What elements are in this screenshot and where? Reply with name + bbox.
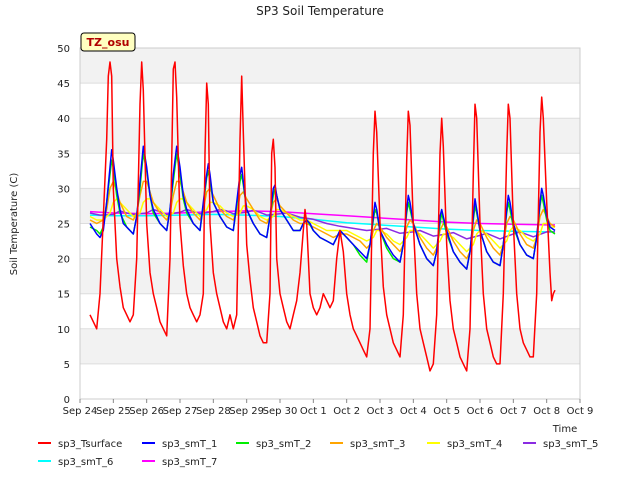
- y-tick-label: 25: [57, 220, 70, 231]
- x-tick-label: Oct 1: [300, 406, 327, 417]
- y-tick-label: 5: [64, 360, 70, 371]
- band: [80, 328, 580, 364]
- band: [80, 48, 580, 84]
- site-badge: TZ_osu: [80, 32, 136, 52]
- y-tick-label: 10: [57, 325, 70, 336]
- legend-label-sp3_smT_2: sp3_smT_2: [256, 439, 311, 450]
- legend-label-sp3_smT_5: sp3_smT_5: [543, 439, 598, 450]
- y-axis-ticks: 0 5 10 15 20 25 30 35 40 45 50: [57, 44, 70, 406]
- x-tick-label: Oct 4: [400, 406, 427, 417]
- x-tick-label: Sep 27: [163, 406, 198, 417]
- x-tick-label: Oct 6: [467, 406, 494, 417]
- x-tick-label: Sep 30: [263, 406, 298, 417]
- x-tick-label: Oct 8: [533, 406, 560, 417]
- series-line-sp3_smT_1: [89, 145, 556, 270]
- x-tick-label: Sep 25: [96, 406, 131, 417]
- y-tick-label: 35: [57, 149, 70, 160]
- x-tick-label: Oct 3: [367, 406, 394, 417]
- x-tick-label: Sep 29: [229, 406, 264, 417]
- legend: sp3_Tsurface sp3_smT_1 sp3_smT_2 sp3_smT_3 s…: [38, 439, 598, 468]
- series-lines: [89, 61, 556, 372]
- legend-label-sp3_Tsurface: sp3_Tsurface: [58, 439, 122, 450]
- site-badge-label: TZ_osu: [87, 36, 130, 49]
- y-tick-label: 20: [57, 255, 70, 266]
- y-tick-label: 45: [57, 79, 70, 90]
- x-tick-label: Oct 5: [433, 406, 460, 417]
- chart-title: SP3 Soil Temperature: [256, 4, 384, 18]
- band: [80, 118, 580, 154]
- x-tick-label: Sep 26: [129, 406, 164, 417]
- x-tick-label: Oct 2: [333, 406, 360, 417]
- x-tick-label: Oct 7: [500, 406, 527, 417]
- x-tick-label: Sep 28: [196, 406, 231, 417]
- y-tick-label: 15: [57, 290, 70, 301]
- grid-lines: [80, 47, 580, 400]
- plot-frame: [79, 47, 581, 400]
- y-tick-label: 0: [64, 395, 70, 406]
- y-tick-label: 30: [57, 184, 70, 195]
- y-tick-label: 40: [57, 114, 70, 125]
- band: [80, 258, 580, 294]
- band: [80, 188, 580, 224]
- legend-label-sp3_smT_1: sp3_smT_1: [162, 439, 217, 450]
- x-axis-title: Time: [552, 424, 577, 435]
- x-tick-label: Oct 9: [567, 406, 594, 417]
- y-tick-label: 50: [57, 44, 70, 55]
- x-tick-label: Sep 24: [63, 406, 98, 417]
- y-axis-title: Soil Temperature (C): [9, 173, 20, 276]
- legend-label-sp3_smT_4: sp3_smT_4: [447, 439, 502, 450]
- legend-label-sp3_smT_7: sp3_smT_7: [162, 457, 217, 468]
- legend-label-sp3_smT_6: sp3_smT_6: [58, 457, 113, 468]
- legend-label-sp3_smT_3: sp3_smT_3: [350, 439, 405, 450]
- series-line-sp3_Tsurface: [89, 61, 556, 372]
